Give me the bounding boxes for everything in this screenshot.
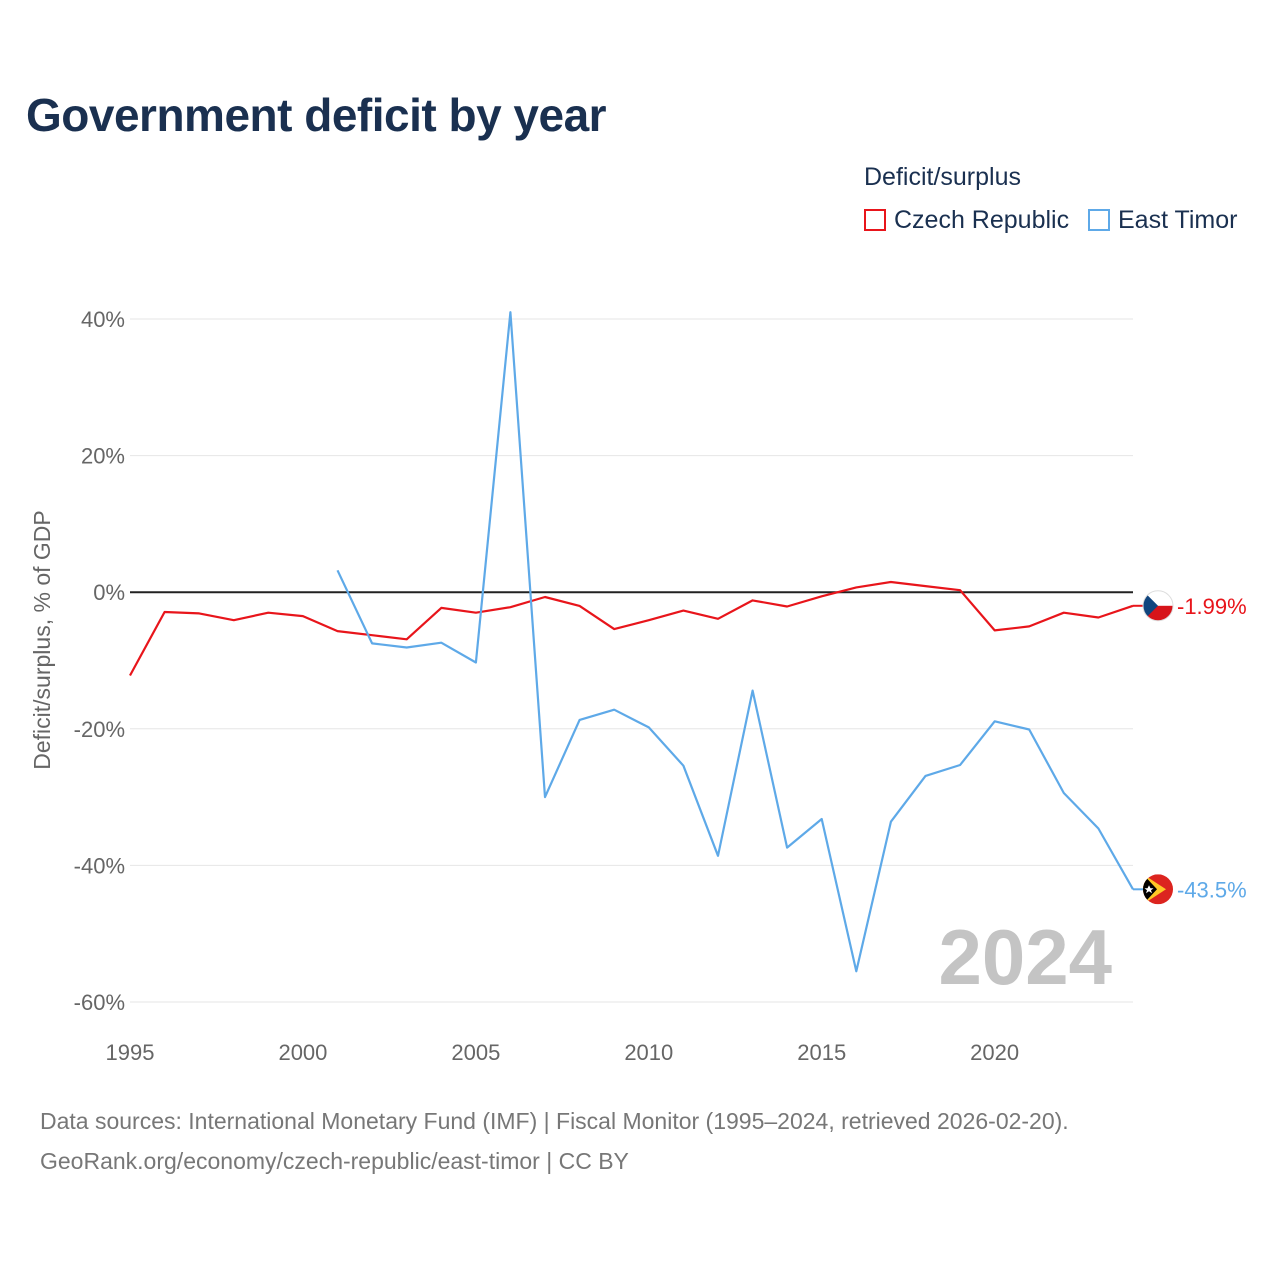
x-tick-label: 2020: [970, 1040, 1019, 1065]
legend-swatch-east-timor: [1088, 209, 1110, 231]
grid-lines: [130, 318, 1133, 1003]
x-tick-label: 2005: [451, 1040, 500, 1065]
year-watermark: 2024: [938, 913, 1112, 1001]
chart-title: Government deficit by year: [26, 89, 607, 141]
y-tick-label: -60%: [74, 990, 125, 1015]
legend-label-east-timor: East Timor: [1118, 205, 1238, 234]
series-line-czech-republic[interactable]: [129, 580, 1134, 677]
legend-item-east-timor[interactable]: East Timor: [1088, 205, 1237, 235]
end-value-czech-republic: -1.99%: [1177, 594, 1247, 619]
legend-title: Deficit/surplus: [864, 163, 1021, 191]
chart-plot-area: 40% 20% 0% -20% -40% -60% 1995 2000 2005 2010 201…: [29, 307, 1247, 1065]
czech-flag-icon: [1142, 590, 1174, 622]
legend-label-czech-republic: Czech Republic: [894, 205, 1070, 234]
source-link[interactable]: GeoRank.org/economy/czech-republic/east-…: [40, 1148, 629, 1174]
y-tick-label: 20%: [81, 444, 125, 469]
source-text: Data sources: International Monetary Fun…: [40, 1108, 1069, 1134]
series-lines: [129, 311, 1143, 973]
end-value-east-timor: -43.5%: [1177, 877, 1247, 902]
x-tick-label: 2010: [624, 1040, 673, 1065]
y-tick-label: 40%: [81, 307, 125, 332]
x-tick-label: 2000: [278, 1040, 327, 1065]
series-line-east-timor[interactable]: [336, 311, 1134, 973]
y-tick-label: 0%: [93, 580, 125, 605]
x-axis-ticks: 1995 2000 2005 2010 2015 2020: [106, 1040, 1020, 1065]
y-tick-label: -20%: [74, 717, 125, 742]
x-tick-label: 1995: [106, 1040, 155, 1065]
legend-item-czech-republic[interactable]: Czech Republic: [864, 205, 1069, 235]
y-axis-ticks: 40% 20% 0% -20% -40% -60%: [74, 307, 125, 1015]
y-tick-label: -40%: [74, 853, 125, 878]
y-axis-title: Deficit/surplus, % of GDP: [29, 510, 55, 769]
x-tick-label: 2015: [797, 1040, 846, 1065]
legend-swatch-czech-republic: [864, 209, 886, 231]
east-timor-flag-icon: [1143, 874, 1173, 905]
